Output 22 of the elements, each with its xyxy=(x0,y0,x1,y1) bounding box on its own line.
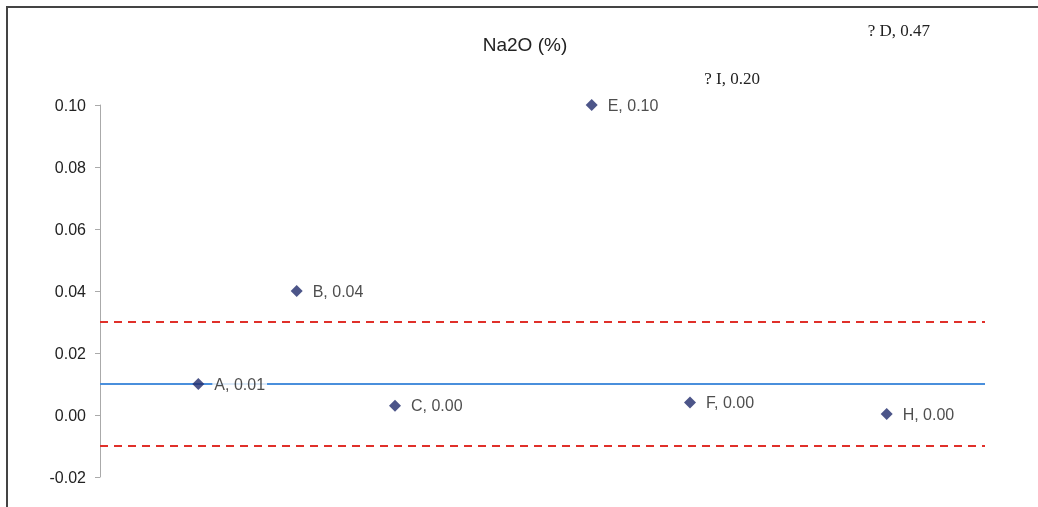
y-tick-label: 0.08 xyxy=(54,158,87,176)
data-label: H, 0.00 xyxy=(902,405,955,423)
point xyxy=(290,285,303,297)
point xyxy=(192,378,205,390)
y-tick-label: 0.00 xyxy=(54,406,87,424)
data-label: F, 0.00 xyxy=(706,394,755,412)
y-tick-label: 0.02 xyxy=(54,344,87,362)
y-tick-label: 0.04 xyxy=(54,282,87,300)
y-tick-label: 0.10 xyxy=(54,96,87,114)
chart-title: Na2O (%) xyxy=(482,34,568,55)
y-tick-label: -0.02 xyxy=(49,468,87,486)
y-tick-label: 0.06 xyxy=(54,220,87,238)
point xyxy=(389,399,401,412)
data-label: E, 0.10 xyxy=(607,96,659,114)
text: ? D, 0.47 xyxy=(867,20,931,40)
point xyxy=(684,396,696,409)
point xyxy=(880,408,893,421)
point xyxy=(585,99,598,111)
data-label: A, 0.01 xyxy=(214,375,266,393)
text: ? I, 0.20 xyxy=(704,68,760,88)
data-label: B, 0.04 xyxy=(312,282,364,300)
data-label: C, 0.00 xyxy=(411,397,463,415)
